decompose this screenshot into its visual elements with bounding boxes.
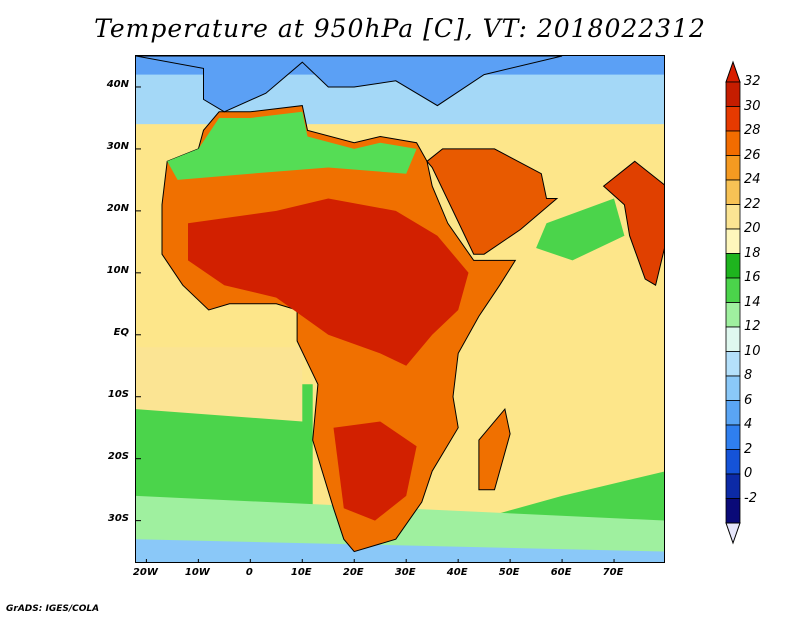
hot-south-region	[333, 421, 417, 521]
colorbar-top-arrow	[725, 60, 741, 83]
colorbar-tick-label: 20	[744, 221, 761, 236]
colorbar-segment	[725, 473, 741, 499]
europe-landmass	[136, 56, 563, 113]
latitude-tick-label: 40N	[106, 78, 129, 90]
longitude-tick-label: 0	[245, 567, 253, 578]
india-landmass	[602, 160, 664, 286]
colorbar-tick-label: 8	[744, 368, 753, 383]
longitude-tick-label: 50E	[498, 567, 520, 578]
colorbar-segment	[725, 400, 741, 426]
longitude-tick-label: 10E	[290, 567, 312, 578]
colorbar-segment	[725, 253, 741, 279]
colorbar-tick-label: 24	[744, 172, 761, 187]
colorbar-tick-label: 16	[744, 270, 761, 285]
colorbar-tick-label: 22	[744, 196, 761, 212]
colorbar-segment	[725, 449, 741, 475]
colorbar-tick-label: 28	[744, 123, 761, 138]
colorbar-tick-label: -2	[744, 490, 757, 506]
latitude-tick-label: 20N	[106, 202, 129, 214]
colorbar-tick-label: 0	[744, 466, 753, 481]
colorbar	[725, 60, 741, 545]
atlantic-light-band	[136, 347, 303, 422]
credit-text: GrADS: IGES/COLA	[6, 604, 100, 614]
longitude-tick-label: 10W	[184, 567, 210, 578]
longitude-tick-label: 30E	[394, 567, 416, 578]
longitude-tick-label: 20W	[132, 567, 158, 578]
colorbar-segment	[725, 277, 741, 303]
latitude-tick-label: 10N	[106, 264, 129, 276]
colorbar-segment	[725, 375, 741, 401]
longitude-tick-label: 20E	[342, 567, 364, 578]
latitude-tick-label: EQ	[113, 326, 129, 338]
colorbar-segment	[725, 424, 741, 450]
map-panel	[135, 55, 665, 563]
latitude-tick-label: 30N	[106, 140, 129, 152]
colorbar-tick-label: 2	[744, 441, 753, 457]
madagascar	[478, 407, 511, 491]
colorbar-tick-label: 32	[744, 74, 761, 89]
arabian-peninsula	[426, 148, 559, 255]
colorbar-segment	[725, 498, 741, 524]
temperature-map	[136, 56, 664, 562]
colorbar-tick-label: 18	[744, 245, 761, 261]
colorbar-tick-label: 26	[744, 147, 761, 163]
colorbar-tick-label: 4	[744, 417, 753, 432]
south-blue-band	[136, 539, 664, 562]
colorbar-segment	[725, 228, 741, 254]
colorbar-segment	[725, 204, 741, 230]
colorbar-tick-label: 10	[744, 343, 761, 359]
colorbar-segment	[725, 351, 741, 377]
longitude-tick-label: 60E	[550, 567, 572, 578]
colorbar-segment	[725, 326, 741, 352]
colorbar-segment	[725, 130, 741, 156]
latitude-tick-label: 20S	[107, 450, 129, 462]
hot-core-region	[188, 198, 469, 366]
colorbar-tick-label: 12	[744, 319, 761, 334]
colorbar-tick-label: 30	[744, 98, 761, 114]
colorbar-segment	[725, 106, 741, 132]
latitude-tick-label: 30S	[107, 512, 129, 524]
longitude-tick-label: 40E	[446, 567, 468, 578]
arabian-sea-patch	[536, 198, 625, 261]
colorbar-segment	[725, 179, 741, 205]
colorbar-segment	[725, 302, 741, 328]
sahara-cool-region	[167, 111, 417, 180]
page-title: Temperature at 950hPa [C], VT: 201802231…	[94, 14, 706, 43]
colorbar-segment	[725, 81, 741, 107]
latitude-tick-label: 10S	[107, 388, 129, 400]
colorbar-segment	[725, 155, 741, 181]
colorbar-tick-label: 14	[744, 294, 761, 310]
longitude-tick-label: 70E	[602, 567, 624, 578]
colorbar-bottom-arrow	[725, 522, 741, 545]
colorbar-tick-label: 6	[744, 392, 753, 408]
